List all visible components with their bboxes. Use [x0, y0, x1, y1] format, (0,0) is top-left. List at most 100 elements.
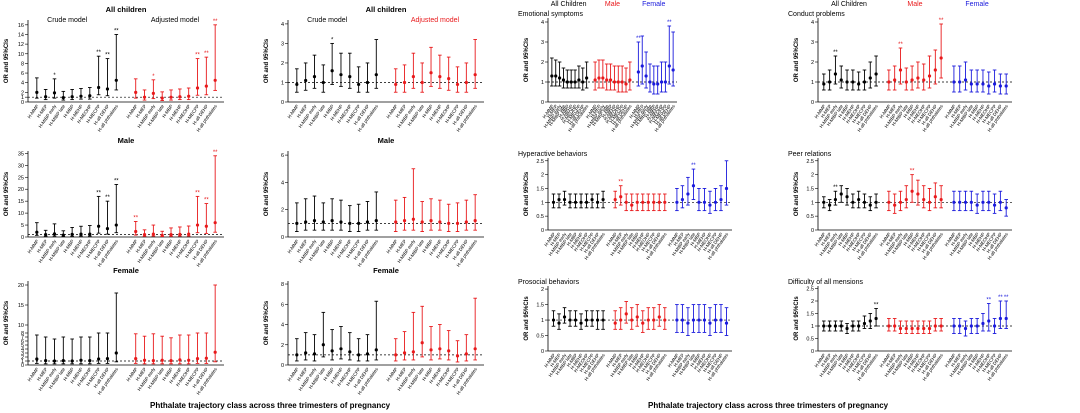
or-point	[624, 312, 628, 316]
chart-title: Difficulty of all mensions	[788, 279, 863, 286]
or-point	[998, 84, 1002, 88]
y-tick-label: 0	[541, 228, 544, 234]
chart-title: All children	[106, 5, 147, 14]
chart-title: Male	[378, 136, 395, 145]
y-axis-label: OR and 95%CIs	[264, 300, 270, 345]
or-point	[663, 200, 667, 204]
y-tick-label: 4	[541, 20, 544, 26]
y-tick-label: 1	[281, 80, 284, 86]
or-point	[35, 230, 39, 234]
chart-title: Female	[113, 266, 139, 275]
significance-label: **	[96, 50, 101, 56]
y-tick-label: 35	[18, 151, 24, 157]
or-point	[616, 80, 620, 84]
or-point	[590, 318, 594, 322]
or-point	[981, 82, 985, 86]
or-point	[204, 84, 208, 88]
or-point	[573, 318, 578, 322]
or-point	[702, 200, 707, 204]
y-axis-label: OR and 95%CIs	[4, 300, 10, 345]
or-point	[321, 343, 325, 347]
chart-panel-1: 0 1 2 3 4 OR and 95%CIs All children Crude mode…	[264, 5, 484, 133]
header-crude-model: Crude model	[307, 17, 348, 24]
or-point	[79, 232, 83, 236]
or-point	[828, 80, 832, 84]
or-point	[613, 197, 617, 202]
or-point	[134, 357, 138, 361]
or-point	[597, 76, 601, 80]
or-point	[719, 197, 723, 202]
y-tick-label: 20	[18, 187, 24, 193]
or-point	[455, 354, 460, 358]
y-tick-label: 0	[21, 100, 24, 106]
or-point	[939, 324, 943, 328]
or-point	[134, 229, 138, 234]
or-point	[958, 80, 962, 84]
or-point	[641, 321, 645, 325]
or-point	[845, 326, 849, 331]
y-axis-label: OR and 95%CIs	[524, 296, 530, 341]
or-point	[438, 347, 442, 351]
or-point	[312, 75, 317, 79]
or-point	[562, 315, 567, 319]
or-point	[839, 192, 843, 196]
or-point	[584, 318, 589, 322]
or-point	[904, 197, 908, 202]
or-point	[70, 232, 74, 236]
chart-title: Prosocial behaviors	[518, 279, 580, 286]
or-point	[61, 233, 65, 237]
or-point	[52, 359, 57, 363]
or-point	[88, 94, 92, 98]
y-axis-label: OR and 95%CIs	[4, 171, 10, 216]
or-point	[822, 200, 826, 204]
or-point	[134, 90, 138, 94]
significance-label: **	[133, 215, 138, 221]
or-point	[295, 82, 299, 87]
or-point	[675, 318, 679, 322]
or-point	[473, 347, 477, 351]
y-tick-label: 0	[281, 363, 284, 369]
or-point	[952, 80, 956, 84]
or-point	[304, 351, 308, 355]
or-point	[79, 358, 83, 362]
or-point	[724, 186, 729, 191]
or-point	[630, 318, 634, 322]
or-point	[169, 95, 173, 99]
or-point	[868, 203, 872, 207]
y-tick-label: 0.5	[806, 214, 814, 220]
or-point	[833, 324, 838, 328]
or-point	[411, 75, 415, 79]
or-point	[402, 219, 407, 223]
or-point	[952, 200, 956, 204]
or-point	[619, 195, 623, 199]
or-point	[142, 358, 147, 362]
or-point	[927, 200, 932, 204]
or-point	[713, 318, 718, 322]
significance-label: **	[213, 150, 218, 156]
y-tick-label: 4	[281, 22, 284, 28]
or-point	[52, 91, 57, 95]
or-point	[330, 349, 334, 353]
or-point	[641, 200, 645, 204]
y-tick-label: 1	[21, 95, 24, 101]
or-point	[573, 200, 578, 204]
or-point	[680, 318, 685, 322]
significance-label: **	[114, 178, 119, 184]
significance-label: **	[986, 298, 991, 304]
or-point	[114, 78, 118, 82]
y-axis-label: OR and 95%CIs	[794, 171, 800, 216]
significance-label: **	[96, 190, 101, 196]
y-tick-label: 6	[281, 302, 284, 308]
chart-panel-11: 0 0.5 1 1.5 2 2.5 OR and 95%CIs Difficulty of a…	[788, 279, 1012, 382]
or-point	[365, 80, 370, 85]
chart-panel-6: 0 1 2 3 4 OR and 95%CIs Emotional symptoms All …	[518, 1, 677, 133]
or-point	[601, 197, 605, 202]
or-point	[178, 95, 182, 99]
y-tick-label: 10	[18, 52, 24, 58]
or-point	[702, 318, 707, 322]
or-point	[981, 321, 985, 326]
or-point	[187, 94, 191, 98]
or-point	[680, 197, 685, 202]
